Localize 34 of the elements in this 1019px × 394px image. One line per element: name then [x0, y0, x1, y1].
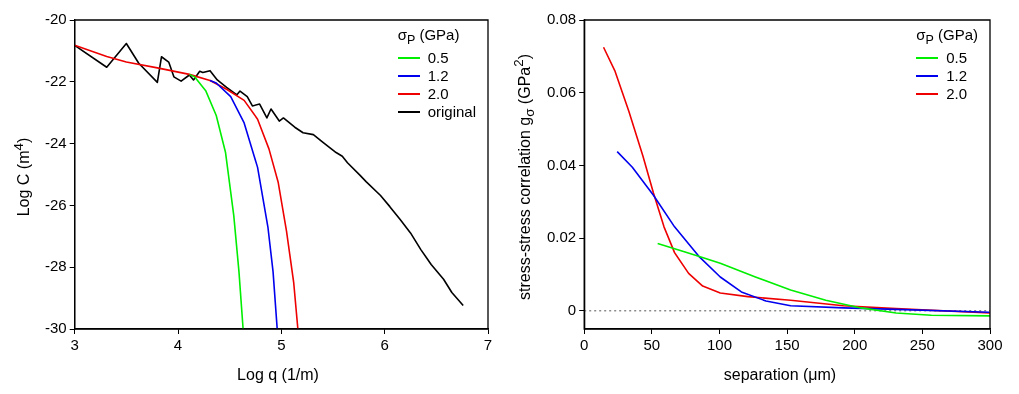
x-tick-label: 4	[173, 336, 183, 354]
x-tick-label: 6	[380, 336, 389, 354]
x-tick-label: 250	[909, 336, 935, 354]
y-tick-label: 0	[567, 300, 577, 318]
legend-label: 2.0	[946, 85, 968, 103]
x-axis-title: separation (μm)	[722, 366, 838, 384]
y-tick-label: -24	[44, 133, 67, 151]
y-tick-label: -28	[44, 257, 67, 275]
y-tick-label: 0.04	[546, 155, 577, 173]
y-tick-label: 0.02	[546, 228, 577, 246]
x-tick-label: 3	[70, 336, 79, 354]
x-tick-label: 50	[643, 336, 661, 354]
y-tick-label: -20	[44, 10, 67, 28]
legend-label: 1.2	[946, 67, 968, 85]
legend-title: σ$_{P}$ (GPa)	[916, 26, 978, 47]
x-tick-label: 200	[842, 336, 868, 354]
x-tick-label: 100	[706, 336, 732, 354]
x-tick-label: 150	[774, 336, 800, 354]
y-tick-label: -26	[44, 195, 67, 213]
x-tick-label: 7	[483, 336, 493, 354]
legend-label: 1.2	[427, 67, 449, 85]
x-axis-title: Log q (1/m)	[236, 366, 320, 384]
legend-label: 0.5	[427, 49, 449, 67]
x-tick-label: 5	[277, 336, 286, 354]
x-tick-label: 300	[977, 336, 1003, 354]
legend-label: 0.5	[946, 49, 968, 67]
legend-label: original	[427, 103, 476, 121]
legend-title: σ$_{P}$ (GPa)	[397, 26, 461, 47]
y-tick-label: -22	[44, 71, 67, 89]
y-tick-label: -30	[44, 319, 67, 337]
y-tick-label: 0.08	[546, 10, 577, 28]
y-tick-label: 0.06	[546, 82, 577, 100]
x-tick-label: 0	[580, 336, 589, 354]
legend-label: 2.0	[427, 85, 449, 103]
